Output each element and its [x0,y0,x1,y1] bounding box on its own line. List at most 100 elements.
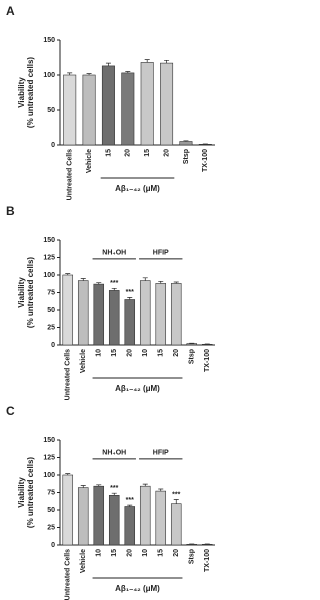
x-tick-label: 15 [111,549,118,557]
y-tick-label: 25 [47,324,55,331]
error-bar [173,281,179,284]
x-tick-label: 20 [125,149,132,157]
error-bar [183,140,189,142]
y-axis-title: (% untreated cells) [26,457,35,528]
x-tick-label: 15 [158,349,165,357]
error-bar [125,71,131,73]
y-axis-title: (% untreated cells) [26,257,35,328]
error-bar [158,488,164,492]
x-tick-label: 10 [142,349,149,357]
bar [139,485,151,546]
error-bar [127,504,133,507]
bar [62,474,74,546]
x-tick-label: 20 [163,149,170,157]
bar [124,299,136,346]
bar [108,494,120,546]
group-label: HFIP [153,450,169,457]
panel-label: A [6,4,15,18]
x-tick-label: 10 [142,549,149,557]
x-tick-label: TX-100 [204,349,211,372]
x-tick-label: 15 [144,149,151,157]
x-tick-label: 10 [96,549,103,557]
bar [108,290,120,346]
x-tick-label: Untreated Cells [65,349,72,400]
bar [155,283,167,346]
error-bar [96,484,102,487]
bar [82,74,96,146]
error-bar [67,72,73,75]
bar [93,485,105,546]
x-tick-label: 15 [105,149,112,157]
x-tick-label: Vehicle [80,549,87,573]
y-tick-label: 0 [51,542,55,549]
bar [186,543,198,546]
y-tick-label: 150 [43,37,55,44]
significance: *** [126,497,134,504]
x-tick-label: 20 [173,549,180,557]
error-bar [173,499,179,504]
y-tick-label: 25 [47,524,55,531]
y-tick-label: 50 [47,307,55,314]
x-tick-label: TX-100 [202,149,209,172]
y-tick-label: 150 [43,437,55,444]
error-bar [164,59,170,64]
group-label: NH₄OH [102,450,126,457]
significance: *** [110,280,118,287]
bar [186,343,198,346]
x-tick-label: Vehicle [86,149,93,173]
bar [62,274,74,346]
x-tick-label: Untreated Cells [65,549,72,600]
x-tick-label: 15 [111,349,118,357]
bar [179,141,193,146]
x-tick-label: 10 [96,349,103,357]
error-bar [142,483,148,487]
bar [198,144,212,146]
y-tick-label: 75 [47,489,55,496]
y-tick-label: 0 [51,142,55,149]
bar [201,343,213,346]
y-tick-label: 150 [43,237,55,244]
error-bar [96,282,102,285]
x-tick-label: Stsp [189,549,196,564]
error-bar [111,492,117,496]
bar [77,280,89,346]
x-tick-label: 15 [158,549,165,557]
error-bar [80,485,86,488]
bar [155,490,167,546]
y-axis-title: Viability [17,77,26,108]
error-bar [105,62,111,66]
error-bar [158,280,164,284]
panel-label: B [6,204,15,218]
significance: *** [110,485,118,492]
error-bar [86,73,92,75]
error-bar [80,278,86,281]
y-axis-title: (% untreated cells) [26,57,35,128]
y-tick-label: 100 [43,72,55,79]
x-axis-title: Aβ₁₋₄₂ (μM) [115,384,160,393]
bar [160,62,174,146]
group-label: HFIP [153,250,169,257]
bar [93,283,105,346]
y-tick-label: 75 [47,289,55,296]
bar [201,543,213,546]
error-bar [65,473,71,475]
x-tick-label: 20 [173,349,180,357]
significance: *** [126,289,134,296]
bar [170,283,182,346]
x-axis-title: Aβ₁₋₄₂ (μM) [115,584,160,593]
y-tick-label: 50 [47,507,55,514]
bar [170,503,182,546]
x-tick-label: Vehicle [80,349,87,373]
x-tick-label: Untreated Cells [67,149,74,200]
x-tick-label: TX-100 [204,549,211,572]
significance: *** [172,491,180,498]
x-tick-label: Stsp [183,149,190,164]
bar [121,72,135,146]
error-bar [111,287,117,291]
y-axis-title: Viability [17,277,26,308]
x-axis-title: Aβ₁₋₄₂ (μM) [115,184,160,193]
bar [63,74,77,146]
y-tick-label: 125 [43,254,55,261]
bar [77,487,89,546]
